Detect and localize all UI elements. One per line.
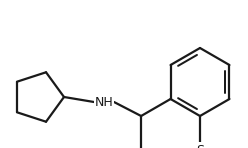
Text: S: S: [196, 144, 204, 148]
Text: NH: NH: [95, 95, 113, 108]
